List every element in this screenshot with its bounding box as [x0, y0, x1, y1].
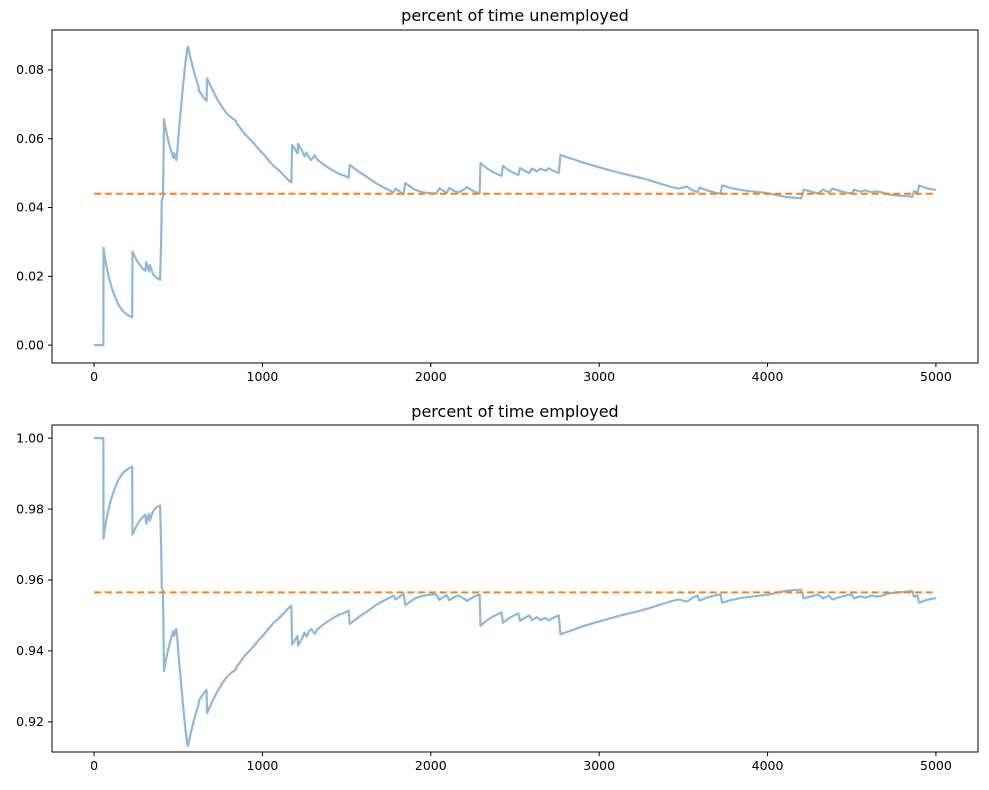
axes-spines [51, 424, 979, 753]
y-tick-label: 0.94 [16, 643, 44, 658]
y-tick-label: 1.00 [16, 430, 44, 445]
x-tick-label: 0 [90, 758, 98, 773]
axes-employed: 0 1000 2000 3000 4000 5000 0.92 0.94 0.96 0.98 1.0… [16, 424, 979, 773]
x-tick-label: 4000 [752, 758, 784, 773]
x-tick-label: 5000 [920, 758, 952, 773]
y-tick-label: 0.06 [16, 131, 44, 146]
x-tick-label: 3000 [583, 369, 615, 384]
time-series-line [94, 437, 937, 748]
plot-title-employed: percent of time employed [411, 402, 618, 421]
y-tick-label: 0.04 [16, 200, 44, 215]
y-tick-label: 0.96 [16, 572, 44, 587]
x-tick-label: 3000 [583, 758, 615, 773]
subplot-employed: percent of time employed 0 1000 2000 3000 40… [16, 402, 979, 773]
y-tick-label: 0.98 [16, 501, 44, 516]
y-tick-label: 0.92 [16, 714, 44, 729]
x-tick-label: 2000 [415, 758, 447, 773]
axes-spines [51, 29, 979, 364]
x-tick-label: 0 [90, 369, 98, 384]
x-tick-label: 1000 [247, 758, 279, 773]
x-tick-label: 1000 [247, 369, 279, 384]
time-series-line [94, 45, 937, 347]
axes-unemployed: 0 1000 2000 3000 4000 5000 0.00 0.02 0.04 0.06 0.0… [16, 29, 979, 384]
plot-title-unemployed: percent of time unemployed [401, 6, 629, 25]
x-tick-label: 5000 [920, 369, 952, 384]
y-tick-label: 0.02 [16, 269, 44, 284]
x-tick-label: 4000 [752, 369, 784, 384]
y-tick-label: 0.00 [16, 337, 44, 352]
y-tick-label: 0.08 [16, 62, 44, 77]
subplot-unemployed: percent of time unemployed 0 1000 2000 3000… [16, 6, 979, 384]
x-tick-label: 2000 [415, 369, 447, 384]
